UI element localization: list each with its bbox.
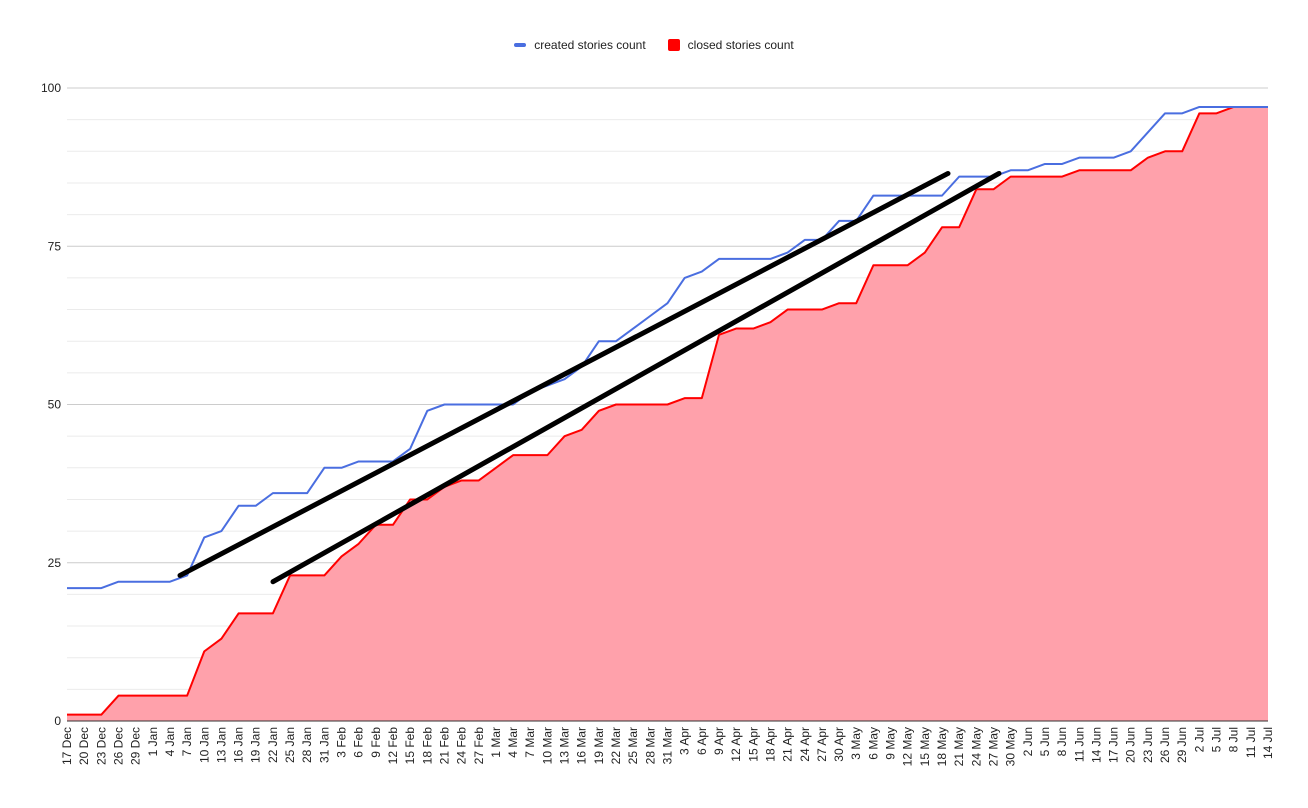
x-tick-label: 14 Jun: [1089, 727, 1103, 763]
x-tick-label: 8 Jul: [1227, 727, 1241, 752]
x-tick-label: 9 Feb: [369, 727, 383, 758]
x-tick-label: 19 Jan: [249, 727, 263, 763]
x-tick-label: 16 Jan: [232, 727, 246, 763]
y-tick-label: 50: [48, 398, 62, 412]
x-tick-label: 31 Jan: [317, 727, 331, 763]
x-tick-label: 22 Mar: [609, 727, 623, 764]
x-tick-label: 17 Dec: [60, 727, 74, 765]
x-tick-label: 4 Jan: [163, 727, 177, 756]
x-tick-label: 17 Jun: [1107, 727, 1121, 763]
x-tick-label: 2 Jun: [1021, 727, 1035, 756]
y-tick-label: 75: [48, 239, 62, 253]
x-tick-label: 1 Mar: [489, 727, 503, 758]
x-tick-label: 15 Feb: [403, 727, 417, 765]
x-tick-label: 26 Dec: [111, 727, 125, 765]
x-tick-label: 31 Mar: [661, 727, 675, 764]
x-tick-label: 21 Apr: [781, 727, 795, 762]
x-tick-label: 24 May: [969, 727, 983, 766]
legend-item-created[interactable]: created stories count: [514, 38, 646, 52]
x-tick-label: 3 May: [849, 727, 863, 760]
x-tick-label: 9 May: [884, 727, 898, 760]
x-axis: 17 Dec 20 Dec 23 Dec 26 Dec 29 Dec 1 Jan 4 Jan…: [60, 727, 1275, 767]
legend-item-closed[interactable]: closed stories count: [667, 38, 794, 52]
x-tick-label: 26 Jun: [1158, 727, 1172, 763]
y-tick-label: 100: [41, 81, 61, 95]
x-tick-label: 9 Apr: [712, 727, 726, 755]
x-tick-label: 6 Feb: [352, 727, 366, 758]
x-tick-label: 30 May: [1004, 727, 1018, 766]
x-tick-label: 20 Dec: [77, 727, 91, 765]
data-series: [67, 105, 1268, 722]
x-tick-label: 27 Apr: [815, 727, 829, 762]
x-tick-label: 7 Mar: [523, 727, 537, 758]
x-tick-label: 28 Mar: [643, 727, 657, 764]
x-tick-label: 10 Jan: [197, 727, 211, 763]
x-tick-label: 12 Feb: [386, 727, 400, 765]
x-tick-label: 25 Jan: [283, 727, 297, 763]
x-tick-label: 22 Jan: [266, 727, 280, 763]
x-tick-label: 10 Mar: [540, 727, 554, 764]
x-tick-label: 11 Jun: [1072, 727, 1086, 762]
x-tick-label: 20 Jun: [1124, 727, 1138, 763]
x-tick-label: 15 May: [918, 727, 932, 766]
x-tick-label: 16 Mar: [575, 727, 589, 764]
x-tick-label: 27 Feb: [472, 727, 486, 765]
legend-label-created: created stories count: [534, 38, 646, 52]
x-tick-label: 8 Jun: [1055, 727, 1069, 756]
x-tick-label: 21 Feb: [437, 727, 451, 765]
x-tick-label: 30 Apr: [832, 727, 846, 762]
x-tick-label: 5 Jul: [1210, 727, 1224, 752]
y-tick-label: 25: [48, 556, 62, 570]
x-tick-label: 23 Dec: [94, 727, 108, 765]
x-tick-label: 18 Feb: [420, 727, 434, 765]
x-tick-label: 19 Mar: [592, 727, 606, 764]
trend-line: [177, 170, 951, 578]
x-tick-label: 18 Apr: [763, 727, 777, 762]
x-tick-label: 7 Jan: [180, 727, 194, 756]
x-tick-label: 11 Jul: [1244, 727, 1258, 758]
trend-line: [270, 170, 1002, 585]
x-tick-label: 3 Apr: [678, 727, 692, 755]
trend-annotations: [177, 170, 1002, 585]
x-tick-label: 1 Jan: [146, 727, 160, 756]
closed-box-swatch-icon: [667, 39, 680, 51]
x-tick-label: 6 May: [866, 727, 880, 760]
x-tick-label: 18 May: [935, 727, 949, 766]
x-tick-label: 23 Jun: [1141, 727, 1155, 763]
x-tick-label: 25 Mar: [626, 727, 640, 764]
x-tick-label: 13 Mar: [558, 727, 572, 764]
x-tick-label: 29 Jun: [1175, 727, 1189, 763]
x-tick-label: 4 Mar: [506, 727, 520, 758]
x-tick-label: 28 Jan: [300, 727, 314, 763]
x-tick-label: 27 May: [986, 727, 1000, 766]
closed-line: [67, 105, 1268, 716]
x-tick-label: 24 Apr: [798, 727, 812, 762]
x-tick-label: 12 Apr: [729, 727, 743, 762]
x-tick-label: 3 Feb: [335, 727, 349, 758]
x-tick-label: 21 May: [952, 727, 966, 766]
x-tick-label: 6 Apr: [695, 727, 709, 755]
y-axis: 0 25 50 75 100: [41, 81, 61, 728]
x-tick-label: 2 Jul: [1192, 727, 1206, 752]
closed-area: [67, 107, 1268, 721]
x-tick-label: 13 Jan: [214, 727, 228, 763]
legend-label-closed: closed stories count: [687, 38, 794, 52]
x-tick-label: 24 Feb: [455, 727, 469, 765]
x-tick-label: 14 Jul: [1261, 727, 1275, 759]
created-line-swatch-icon: [514, 43, 527, 47]
y-tick-label: 0: [54, 714, 61, 728]
created-line: [67, 105, 1268, 590]
x-tick-label: 5 Jun: [1038, 727, 1052, 756]
x-tick-label: 29 Dec: [129, 727, 143, 765]
chart-legend: created stories count closed stories cou…: [0, 38, 1308, 52]
x-tick-label: 15 Apr: [746, 727, 760, 762]
x-tick-label: 12 May: [901, 727, 915, 766]
